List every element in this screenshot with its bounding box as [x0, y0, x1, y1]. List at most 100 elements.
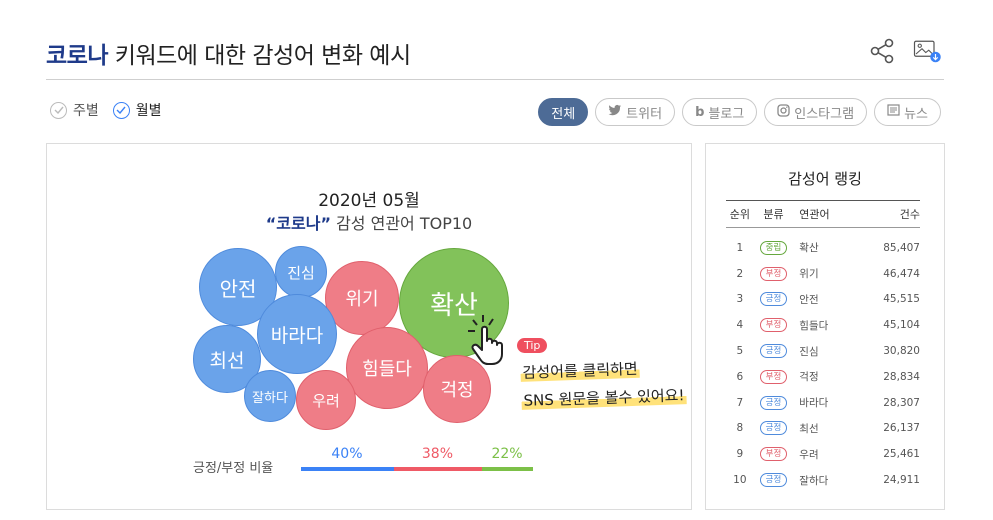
category-badge: 부정	[759, 266, 788, 281]
category-badge: 부정	[759, 447, 788, 462]
category-cell: 긍정	[754, 292, 794, 307]
ranking-rows: 1 중립 확산 85,407 2 부정 위기 46,474 3 긍정 안전 45,515 4 부정 힘들다 4…	[726, 235, 920, 493]
bubble-걱정[interactable]: 걱정	[423, 355, 491, 423]
word-cell[interactable]: 바라다	[799, 397, 829, 410]
bubble-label: 힘들다	[362, 359, 412, 380]
bubble-바라다[interactable]: 바라다	[257, 294, 337, 374]
table-row[interactable]: 4 부정 힘들다 45,104	[726, 312, 920, 338]
table-row[interactable]: 5 긍정 진심 30,820	[726, 338, 920, 364]
ranking-header: 순위 분류 연관어 건수	[726, 200, 920, 228]
title-divider	[46, 79, 944, 80]
word-cell[interactable]: 안전	[799, 293, 819, 306]
table-row[interactable]: 7 긍정 바라다 28,307	[726, 390, 920, 416]
category-cell: 부정	[754, 266, 794, 281]
bubble-label: 바라다	[270, 324, 324, 347]
count-cell: 26,137	[883, 422, 920, 435]
filter-news[interactable]: 뉴스	[874, 98, 941, 126]
category-badge: 긍정	[759, 292, 788, 307]
ratio-label: 긍정/부정 비율	[193, 461, 274, 476]
rank-number: 4	[736, 319, 744, 332]
category-cell: 부정	[754, 447, 794, 462]
rank-number: 3	[736, 293, 744, 306]
category-cell: 긍정	[754, 395, 794, 410]
category-cell: 부정	[754, 369, 794, 384]
category-badge: 긍정	[759, 395, 788, 410]
rank-number: 5	[736, 345, 744, 358]
check-circle-icon	[112, 101, 130, 119]
share-icon[interactable]	[867, 36, 897, 66]
word-cell[interactable]: 최선	[799, 422, 819, 435]
bubble-진심[interactable]: 진심	[275, 246, 327, 298]
category-badge: 중립	[759, 240, 788, 255]
word-cell[interactable]: 위기	[799, 268, 819, 281]
filter-twitter[interactable]: 트위터	[595, 98, 676, 126]
bubble-label: 잘하다	[252, 390, 288, 406]
title-keyword: 코로나	[46, 43, 108, 69]
category-cell: 긍정	[754, 344, 794, 359]
header-rank: 순위	[729, 208, 750, 221]
bubble-우려[interactable]: 우려	[296, 370, 356, 430]
rank-number: 6	[736, 370, 744, 383]
word-cell[interactable]: 진심	[799, 345, 819, 358]
filter-all-label: 전체	[551, 106, 576, 122]
category-cell: 긍정	[754, 421, 794, 436]
count-cell: 30,820	[883, 345, 920, 358]
period-weekly-radio[interactable]: 주별	[50, 100, 99, 120]
count-cell: 46,474	[883, 267, 920, 280]
bubble-힘들다[interactable]: 힘들다	[346, 327, 428, 409]
filter-news-label: 뉴스	[904, 106, 928, 122]
filter-blog[interactable]: b 블로그	[682, 98, 758, 126]
word-cell[interactable]: 잘하다	[799, 474, 829, 487]
rank-number: 1	[736, 241, 744, 254]
twitter-icon	[608, 104, 622, 120]
page-title: 코로나 키워드에 대한 감성어 변화 예시	[46, 36, 411, 70]
bubble-chart-panel: 2020년 05월 “코로나” 감성 연관어 TOP10 안전 진심 위기 확산…	[46, 143, 692, 510]
bubble-잘하다[interactable]: 잘하다	[244, 370, 296, 422]
bubble-확산[interactable]: 확산	[399, 248, 509, 358]
ratio-segment	[393, 467, 482, 471]
word-cell[interactable]: 걱정	[799, 371, 819, 384]
category-badge: 긍정	[759, 473, 788, 488]
count-cell: 25,461	[883, 448, 920, 461]
instagram-icon	[777, 103, 790, 121]
table-row[interactable]: 2 부정 위기 46,474	[726, 261, 920, 287]
category-cell: 중립	[754, 240, 794, 255]
table-row[interactable]: 1 중립 확산 85,407	[726, 235, 920, 261]
table-row[interactable]: 3 긍정 안전 45,515	[726, 287, 920, 313]
title-rest: 키워드에 대한 감성어 변화 예시	[107, 43, 411, 69]
word-cell[interactable]: 우려	[799, 448, 819, 461]
source-filters: 전체 트위터 b 블로그 인스타그램 뉴스	[538, 98, 941, 126]
period-weekly-label: 주별	[73, 103, 99, 119]
ratio-percent-label: 22%	[491, 446, 523, 462]
filter-instagram[interactable]: 인스타그램	[764, 98, 868, 126]
filter-twitter-label: 트위터	[626, 106, 663, 122]
filter-instagram-label: 인스타그램	[794, 106, 855, 122]
filter-blog-label: 블로그	[708, 106, 745, 122]
chart-subtitle: “코로나” 감성 연관어 TOP10	[47, 210, 691, 234]
word-cell[interactable]: 확산	[799, 242, 819, 255]
rank-number: 7	[736, 396, 744, 409]
period-monthly-radio[interactable]: 월별	[112, 100, 162, 120]
ratio-segment	[301, 467, 394, 471]
rank-number: 2	[736, 267, 744, 280]
ratio-bar	[301, 467, 533, 471]
table-row[interactable]: 10 긍정 잘하다 24,911	[726, 467, 920, 493]
table-row[interactable]: 6 부정 걱정 28,834	[726, 364, 920, 390]
rank-number: 10	[733, 474, 747, 487]
ranking-panel: 감성어 랭킹 순위 분류 연관어 건수 1 중립 확산 85,407 2 부정 위기 46,4…	[705, 143, 945, 510]
word-cell[interactable]: 힘들다	[799, 319, 829, 332]
bubble-label: 진심	[287, 263, 315, 282]
bubble-label: 안전	[219, 276, 257, 301]
ranking-title: 감성어 랭킹	[788, 170, 862, 188]
chart-title: 2020년 05월	[318, 191, 420, 211]
image-download-icon[interactable]	[913, 36, 943, 66]
table-row[interactable]: 9 부정 우려 25,461	[726, 441, 920, 467]
pointer-hand-icon	[465, 312, 513, 372]
tip-badge: Tip	[517, 338, 548, 353]
category-badge: 부정	[759, 318, 788, 333]
bubble-위기[interactable]: 위기	[325, 261, 399, 335]
header-category: 분류	[763, 208, 784, 221]
filter-all[interactable]: 전체	[538, 98, 589, 126]
count-cell: 45,104	[883, 319, 920, 332]
table-row[interactable]: 8 긍정 최선 26,137	[726, 416, 920, 442]
